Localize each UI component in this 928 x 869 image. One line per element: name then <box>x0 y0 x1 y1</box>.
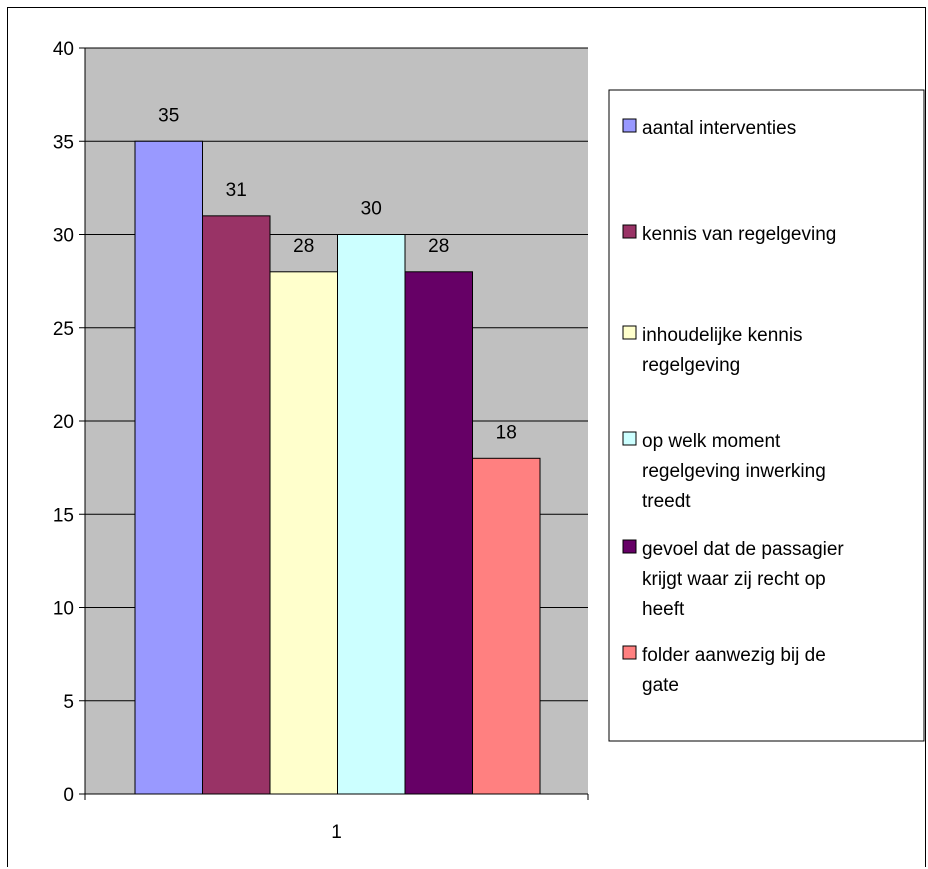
legend-label: regelgeving <box>642 355 740 376</box>
legend-label: krijgt waar zij recht op <box>642 569 826 590</box>
bar <box>203 216 271 794</box>
y-tick-label: 15 <box>53 505 74 526</box>
y-tick-label: 40 <box>53 39 74 60</box>
legend-label: treedt <box>642 491 691 512</box>
legend-label: regelgeving inwerking <box>642 461 826 482</box>
legend-swatch <box>623 225 636 238</box>
legend-label: gate <box>642 675 679 696</box>
legend-swatch <box>623 646 636 659</box>
legend-label: inhoudelijke kennis <box>642 325 803 346</box>
y-tick-label: 25 <box>53 319 74 340</box>
y-tick-label: 20 <box>53 412 74 433</box>
y-tick-label: 0 <box>63 785 74 806</box>
bar-value-label: 18 <box>496 422 517 443</box>
legend-label: gevoel dat de passagier <box>642 539 844 560</box>
bar-value-label: 31 <box>226 180 247 201</box>
x-tick-label: 1 <box>331 822 342 843</box>
legend-label: aantal interventies <box>642 118 796 139</box>
bar-value-label: 30 <box>361 199 382 220</box>
bar <box>405 272 473 794</box>
bar-value-label: 28 <box>293 236 314 257</box>
legend-swatch <box>623 432 636 445</box>
legend-box <box>609 90 924 741</box>
legend-swatch <box>623 119 636 132</box>
y-tick-label: 30 <box>53 226 74 247</box>
y-axis-ticks: 0 5 10 15 20 25 30 35 40 <box>53 39 85 806</box>
legend-label: kennis van regelgeving <box>642 224 836 245</box>
legend-label: op welk moment <box>642 431 781 452</box>
legend-entry: kennis van regelgeving <box>623 224 836 245</box>
y-tick-label: 35 <box>53 132 74 153</box>
bar <box>473 458 541 794</box>
legend-entry: aantal interventies <box>623 118 796 139</box>
bar-value-label: 28 <box>428 236 449 257</box>
legend: aantal interventies kennis van regelgevin… <box>609 90 924 741</box>
legend-swatch <box>623 540 636 553</box>
bar <box>135 141 203 794</box>
bar <box>338 235 406 795</box>
bar-value-label: 35 <box>158 105 179 126</box>
legend-swatch <box>623 326 636 339</box>
y-tick-label: 5 <box>63 692 74 713</box>
y-tick-label: 10 <box>53 599 74 620</box>
x-axis-ticks: 1 <box>331 822 342 843</box>
legend-label: folder aanwezig bij de <box>642 645 826 666</box>
bar <box>270 272 338 794</box>
legend-label: heeft <box>642 599 685 620</box>
